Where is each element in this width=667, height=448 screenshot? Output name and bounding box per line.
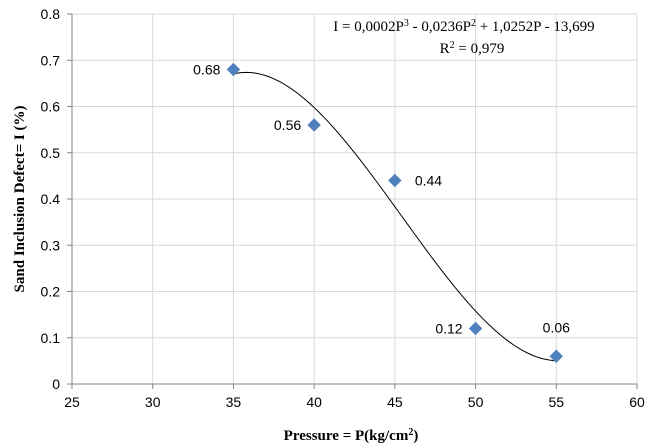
x-axis-title: Pressure = P(kg/cm2) <box>284 427 419 445</box>
y-tick-label: 0.1 <box>41 330 61 346</box>
data-point-marker <box>470 323 482 335</box>
y-axis-title: Sand Inclusion Defect= I (%) <box>12 106 28 293</box>
r-squared-label: R2 = 0,979 <box>440 40 505 58</box>
y-tick-label: 0.2 <box>41 284 61 300</box>
y-tick-label: 0 <box>52 376 60 392</box>
data-label: 0.12 <box>435 321 462 337</box>
data-label: 0.56 <box>274 117 301 133</box>
x-tick-label: 25 <box>64 394 80 410</box>
x-tick-label: 45 <box>387 394 403 410</box>
y-tick-label: 0.8 <box>41 6 61 22</box>
data-label: 0.68 <box>193 62 220 78</box>
y-tick-label: 0.5 <box>41 145 61 161</box>
x-tick-label: 60 <box>629 394 645 410</box>
x-tick-label: 35 <box>226 394 242 410</box>
data-point-marker <box>389 175 401 187</box>
x-tick-label: 40 <box>306 394 322 410</box>
x-tick-labels: 25 30 35 40 45 50 55 60 <box>64 394 645 410</box>
data-label: 0.06 <box>543 319 570 335</box>
trendline-equation: I = 0,0002P3 - 0,0236P2 + 1,0252P - 13,6… <box>333 18 594 36</box>
x-tick-label: 55 <box>548 394 564 410</box>
x-tick-label: 50 <box>468 394 484 410</box>
y-tick-label: 0.7 <box>41 52 61 68</box>
data-point-marker <box>227 64 239 76</box>
y-tick-label: 0.6 <box>41 99 61 115</box>
y-tick-labels: 0 0.1 0.2 0.3 0.4 0.5 0.6 0.7 0.8 <box>41 6 61 392</box>
data-label: 0.44 <box>415 173 442 189</box>
data-point-marker <box>308 119 320 131</box>
y-tick-label: 0.3 <box>41 237 61 253</box>
y-tick-label: 0.4 <box>41 191 61 207</box>
x-tick-label: 30 <box>145 394 161 410</box>
